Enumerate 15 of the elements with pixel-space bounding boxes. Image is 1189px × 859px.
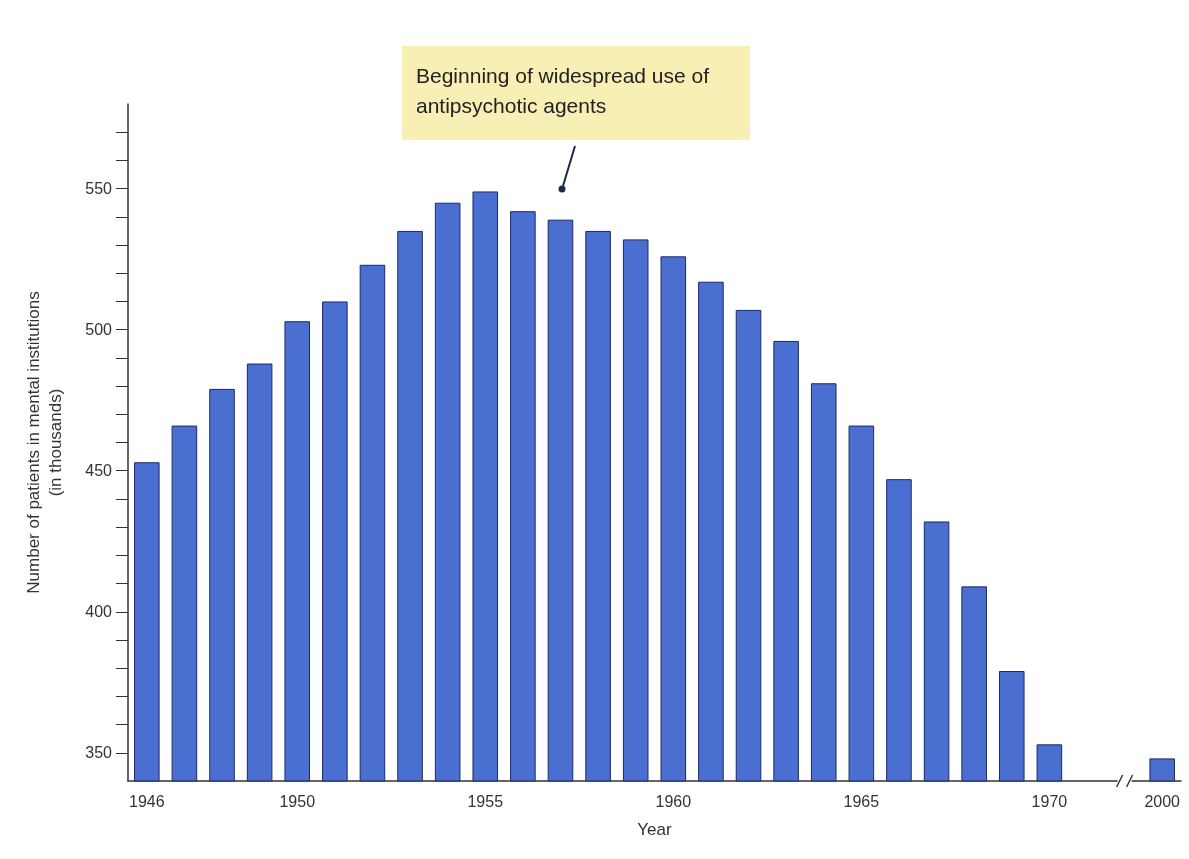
y-axis-title: Number of patients in mental institutions (in thousands) bbox=[23, 291, 65, 594]
x-tick-label: 1965 bbox=[843, 792, 880, 810]
x-axis-title: Year bbox=[637, 820, 673, 839]
y-tick-label: 400 bbox=[85, 603, 113, 621]
y-tick-label: 500 bbox=[85, 321, 113, 339]
y-tick-label: 550 bbox=[85, 180, 113, 198]
y-tick-label: 450 bbox=[85, 462, 113, 480]
x-tick-label: 2000 bbox=[1144, 792, 1181, 810]
x-tick-label: 1960 bbox=[655, 792, 692, 810]
annotation: Beginning of widespread use of antipsychotic agents bbox=[416, 63, 715, 117]
x-tick-label: 1955 bbox=[467, 792, 504, 810]
y-tick-label: 350 bbox=[85, 744, 113, 762]
x-tick-label: 1950 bbox=[279, 792, 316, 810]
x-tick-label: 1970 bbox=[1031, 792, 1068, 810]
x-tick-label: 1946 bbox=[129, 792, 165, 810]
